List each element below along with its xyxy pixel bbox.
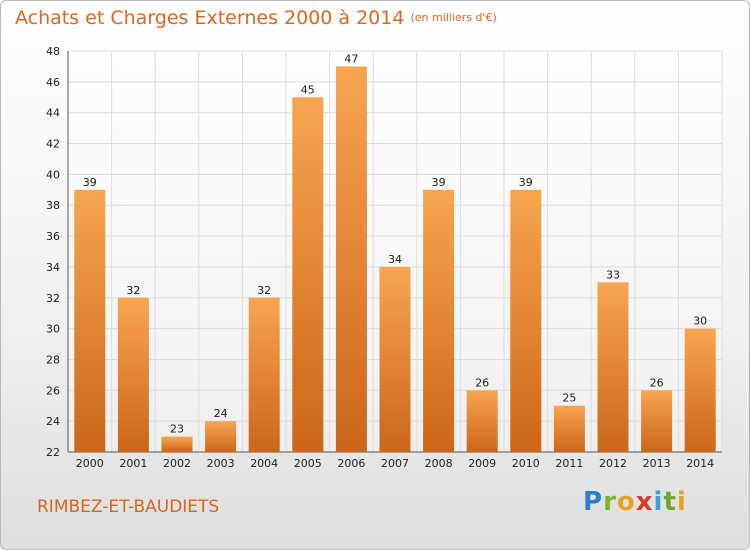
- y-tick-label: 32: [46, 292, 60, 305]
- bar-2012: [597, 282, 629, 452]
- y-tick-label: 26: [46, 384, 60, 397]
- x-tick-label-2000: 2000: [76, 457, 104, 470]
- bar-2014: [684, 328, 716, 452]
- y-tick-label: 24: [46, 415, 60, 428]
- x-tick-label-2006: 2006: [337, 457, 365, 470]
- value-label-2008: 39: [432, 176, 446, 189]
- chart-title-text: Achats et Charges Externes 2000 à 2014: [15, 7, 405, 29]
- x-tick-label-2014: 2014: [686, 457, 714, 470]
- value-label-2006: 47: [344, 52, 358, 65]
- y-tick-label: 34: [46, 261, 60, 274]
- value-label-2005: 45: [301, 83, 315, 96]
- bar-2007: [379, 266, 411, 452]
- y-tick-label: 42: [46, 138, 60, 151]
- y-tick-label: 22: [46, 446, 60, 459]
- value-label-2011: 25: [562, 392, 576, 405]
- y-tick-label: 46: [46, 76, 60, 89]
- x-tick-label-2005: 2005: [294, 457, 322, 470]
- bar-2001: [117, 297, 149, 452]
- bar-2011: [553, 405, 585, 452]
- bar-2000: [74, 189, 106, 453]
- x-tick-label-2012: 2012: [599, 457, 627, 470]
- y-tick-label: 36: [46, 230, 60, 243]
- bars: [74, 66, 716, 453]
- value-label-2001: 32: [126, 284, 140, 297]
- chart-subtitle: (en milliers d'€): [410, 11, 497, 24]
- x-tick-label-2009: 2009: [468, 457, 496, 470]
- y-tick-label: 30: [46, 323, 60, 336]
- x-tick-label-2003: 2003: [207, 457, 235, 470]
- x-tick-label-2001: 2001: [119, 457, 147, 470]
- y-tick-label: 40: [46, 168, 60, 181]
- bar-2010: [510, 189, 542, 453]
- y-tick-label: 44: [46, 107, 60, 120]
- x-tick-label-2004: 2004: [250, 457, 278, 470]
- bar-2003: [205, 421, 237, 452]
- value-label-2014: 30: [693, 315, 707, 328]
- y-tick-label: 48: [46, 45, 60, 58]
- value-label-2002: 23: [170, 423, 184, 436]
- value-label-2007: 34: [388, 253, 402, 266]
- x-tick-label-2013: 2013: [643, 457, 671, 470]
- bar-2009: [466, 390, 498, 452]
- proxiti-logo: Proxiti: [583, 487, 687, 517]
- value-label-2003: 24: [214, 407, 228, 420]
- value-label-2010: 39: [519, 176, 533, 189]
- value-label-2013: 26: [650, 376, 664, 389]
- x-tick-label-2002: 2002: [163, 457, 191, 470]
- value-label-2004: 32: [257, 284, 271, 297]
- y-tick-label: 38: [46, 199, 60, 212]
- bar-2004: [248, 297, 280, 452]
- bar-2002: [161, 436, 193, 452]
- bar-2008: [423, 189, 455, 453]
- bar-2013: [641, 390, 673, 452]
- value-label-2009: 26: [475, 376, 489, 389]
- place-name: RIMBEZ-ET-BAUDIETS: [37, 497, 220, 517]
- labels: 39 2000 32 2001 23 2002 24 2003 32 2004 45 2005 47 20…: [76, 52, 714, 470]
- bar-2005: [292, 97, 324, 453]
- chart-title: Achats et Charges Externes 2000 à 2014 (e…: [15, 7, 497, 29]
- x-tick-label-2010: 2010: [512, 457, 540, 470]
- x-tick-label-2007: 2007: [381, 457, 409, 470]
- value-label-2012: 33: [606, 268, 620, 281]
- value-label-2000: 39: [83, 176, 97, 189]
- y-tick-label: 28: [46, 353, 60, 366]
- x-tick-label-2011: 2011: [555, 457, 583, 470]
- bar-2006: [335, 66, 367, 452]
- x-tick-label-2008: 2008: [425, 457, 453, 470]
